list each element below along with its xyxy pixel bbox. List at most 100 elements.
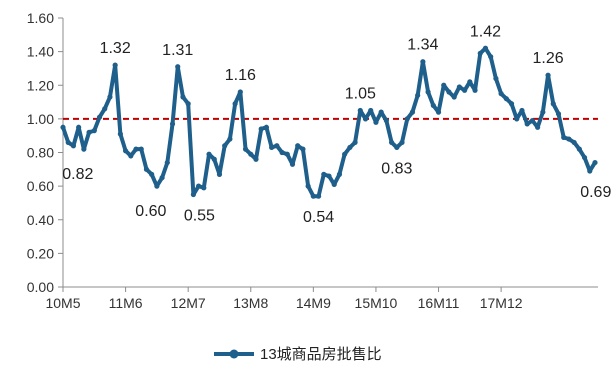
series-point-34 — [237, 89, 243, 95]
y-tick-label-1: 0.20 — [27, 245, 54, 261]
data-label-0: 0.82 — [62, 166, 93, 183]
y-tick-label-7: 1.40 — [27, 44, 54, 60]
series-point-32 — [227, 136, 233, 142]
series-point-7 — [96, 114, 103, 120]
series-point-64 — [394, 144, 400, 151]
series-point-86 — [508, 101, 515, 107]
data-label-9: 1.34 — [407, 37, 438, 54]
series-point-91 — [535, 124, 541, 130]
series-point-71 — [430, 102, 436, 109]
series-point-69 — [420, 59, 426, 65]
series-point-45 — [295, 143, 301, 149]
series-point-14 — [133, 146, 139, 152]
series-point-99 — [576, 146, 582, 152]
series-point-72 — [435, 109, 442, 115]
y-tick-label-6: 1.20 — [27, 77, 54, 93]
series-point-80 — [477, 50, 483, 56]
series-point-50 — [321, 171, 327, 177]
series-point-3 — [76, 124, 82, 130]
data-label-5: 1.16 — [225, 67, 256, 84]
series-point-78 — [467, 79, 473, 85]
series-point-102 — [592, 159, 598, 166]
series-point-67 — [409, 109, 416, 115]
series-point-60 — [373, 119, 379, 125]
series-point-21 — [169, 121, 176, 127]
series-point-95 — [555, 111, 562, 117]
legend-label: 13城商品房批售比 — [260, 346, 382, 363]
series-point-26 — [196, 183, 202, 189]
series-point-36 — [248, 151, 254, 157]
series-point-100 — [581, 154, 588, 161]
series-point-73 — [441, 82, 447, 88]
series-point-10 — [112, 62, 118, 68]
legend: 13城商品房批售比 — [214, 346, 382, 363]
series-point-58 — [362, 116, 369, 122]
data-label-6: 0.54 — [303, 209, 334, 226]
series-point-22 — [175, 64, 181, 70]
series-point-53 — [336, 171, 343, 177]
y-tick-label-8: 1.60 — [27, 10, 54, 26]
x-tick-label-6: 16M11 — [418, 295, 460, 311]
series-point-90 — [529, 117, 536, 124]
series-point-63 — [388, 139, 395, 146]
series-point-94 — [550, 101, 556, 107]
series-point-101 — [587, 168, 593, 174]
series-point-66 — [404, 116, 410, 122]
series-point-33 — [232, 101, 238, 107]
series-point-29 — [211, 156, 217, 162]
series-point-97 — [566, 136, 572, 142]
series-point-9 — [107, 94, 113, 100]
series-point-37 — [253, 156, 259, 162]
x-axis-ticks: 10M5 11M6 12M7 13M8 14M9 15M10 16M11 17M12 — [45, 287, 523, 311]
series-point-81 — [482, 45, 489, 51]
series-point-11 — [117, 131, 123, 137]
y-tick-label-4: 0.80 — [27, 145, 54, 161]
series-point-35 — [242, 146, 249, 152]
series-point-13 — [128, 153, 134, 159]
x-tick-label-0: 10M5 — [45, 295, 80, 311]
series-point-92 — [540, 109, 546, 115]
series-point-39 — [263, 124, 270, 130]
x-tick-label-4: 14M9 — [296, 295, 331, 311]
data-label-2: 0.60 — [135, 203, 166, 220]
series-point-30 — [216, 171, 223, 177]
series-point-25 — [190, 191, 196, 198]
series-point-12 — [122, 148, 129, 154]
series-point-51 — [326, 173, 332, 179]
series-group — [60, 45, 598, 199]
series-point-18 — [154, 183, 160, 189]
data-label-3: 1.31 — [162, 42, 193, 59]
series-point-83 — [493, 75, 499, 82]
series-point-65 — [399, 139, 405, 146]
x-tick-label-7: 17M12 — [480, 295, 523, 311]
series-point-16 — [143, 166, 150, 172]
data-label-10: 1.42 — [470, 23, 501, 40]
series-point-44 — [289, 161, 296, 167]
y-tick-label-3: 0.60 — [27, 178, 54, 194]
series-point-24 — [185, 101, 191, 107]
series-point-27 — [201, 185, 207, 191]
series-point-6 — [91, 128, 97, 134]
series-point-43 — [284, 151, 290, 157]
series-point-55 — [347, 144, 353, 151]
series-point-87 — [514, 116, 520, 122]
y-tick-label-2: 0.40 — [27, 212, 54, 228]
series-point-20 — [164, 159, 170, 166]
series-point-41 — [274, 143, 280, 149]
series-point-0 — [60, 124, 66, 130]
series-point-57 — [357, 107, 363, 114]
series-point-2 — [70, 143, 77, 149]
series-point-88 — [519, 107, 525, 114]
series-point-84 — [498, 91, 504, 97]
series-point-46 — [300, 146, 306, 152]
series-point-5 — [86, 129, 92, 135]
series-point-19 — [159, 175, 165, 181]
data-label-7: 1.05 — [345, 85, 376, 102]
series-point-98 — [571, 139, 577, 146]
series-point-47 — [305, 183, 311, 189]
series-point-38 — [258, 126, 264, 132]
series-point-61 — [378, 109, 384, 115]
series-point-59 — [368, 107, 374, 114]
data-label-1: 1.32 — [100, 40, 131, 57]
